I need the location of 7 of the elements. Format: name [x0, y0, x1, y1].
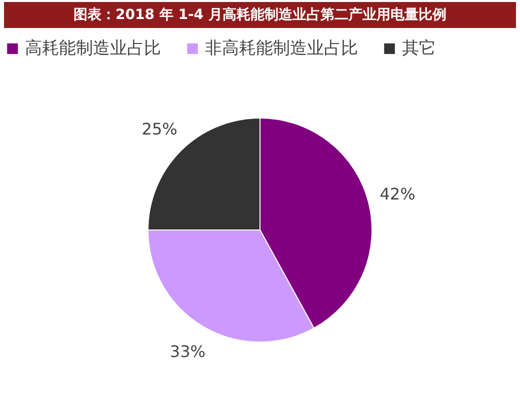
legend-label: 其它 [402, 38, 436, 59]
legend-label: 非高耗能制造业占比 [205, 38, 358, 59]
chart-title: 图表：2018 年 1-4 月高耗能制造业占第二产业用电量比例 [4, 2, 516, 28]
data-label: 42% [380, 184, 416, 204]
data-label: 25% [142, 120, 178, 139]
legend-label: 高耗能制造业占比 [25, 38, 161, 59]
data-label: 33% [170, 342, 206, 362]
